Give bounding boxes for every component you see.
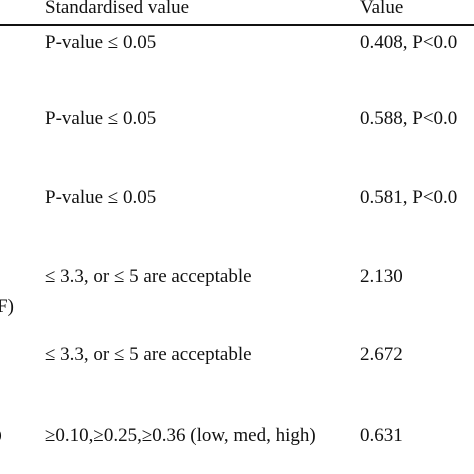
row-5-value: 2.672 xyxy=(360,344,403,365)
header-rule xyxy=(0,24,474,26)
row-2-value: 0.588, P<0.0 xyxy=(360,108,458,129)
header-standardised-value: Standardised value xyxy=(45,0,190,18)
row-3-value: 0.581, P<0.0 xyxy=(360,187,458,208)
row-2-standard: P-value ≤ 0.05 xyxy=(45,108,157,129)
row-1-standard: P-value ≤ 0.05 xyxy=(45,32,157,53)
row-5-left-fragment: F) xyxy=(0,296,14,317)
row-6-value: 0.631 xyxy=(360,425,403,446)
row-3-standard: P-value ≤ 0.05 xyxy=(45,187,157,208)
row-4-value: 2.130 xyxy=(360,266,403,287)
row-4-standard: ≤ 3.3, or ≤ 5 are acceptable xyxy=(45,266,252,287)
row-6-left-fragment: ) xyxy=(0,425,2,447)
row-5-standard: ≤ 3.3, or ≤ 5 are acceptable xyxy=(45,344,252,365)
row-6-standard: ≥0.10,≥0.25,≥0.36 (low, med, high) xyxy=(45,425,316,446)
header-value: Value xyxy=(360,0,404,18)
row-1-value: 0.408, P<0.0 xyxy=(360,32,458,53)
